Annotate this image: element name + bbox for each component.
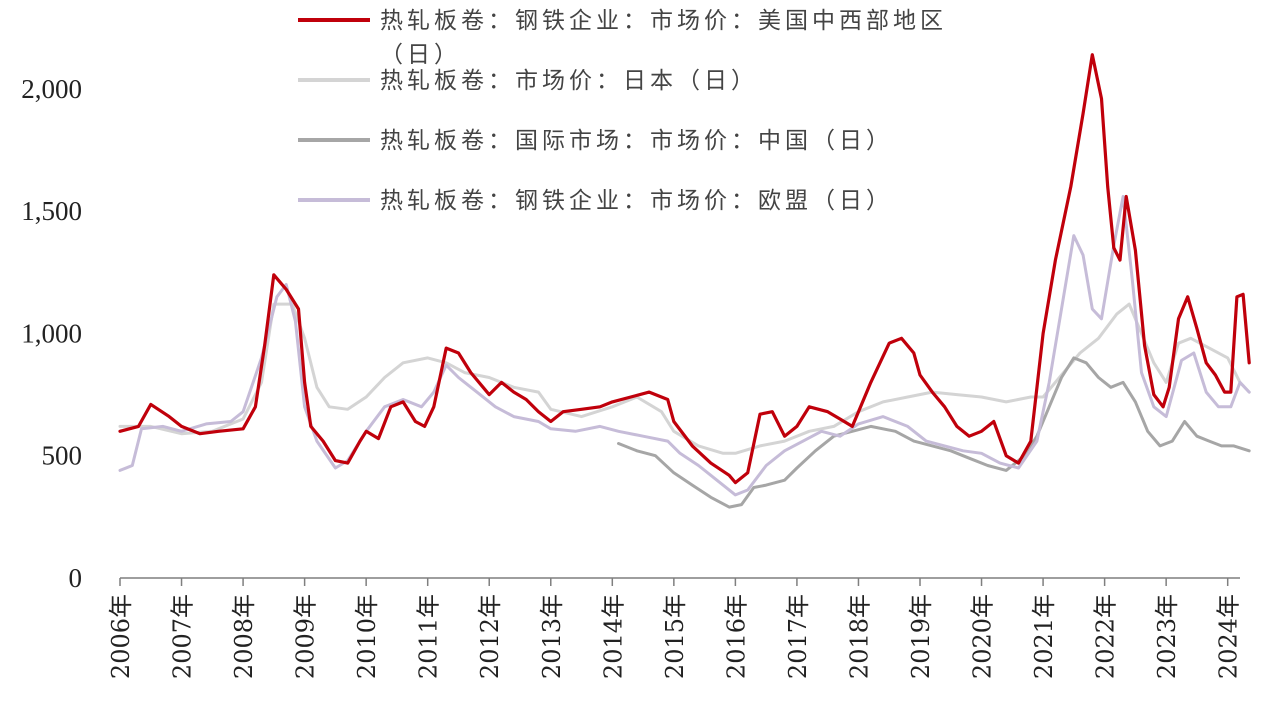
x-tick-label-2010: 2010年 <box>353 594 381 679</box>
y-tick-label-0: 0 <box>69 563 83 593</box>
x-tick-label-2015: 2015年 <box>661 594 689 679</box>
series-line-2 <box>617 356 1251 509</box>
legend-label-3: 热轧板卷：钢铁企业：市场价：欧盟（日） <box>380 188 893 214</box>
series-line-1 <box>118 302 1251 455</box>
x-tick-label-2008: 2008年 <box>230 594 258 679</box>
x-tick-label-2023: 2023年 <box>1153 594 1181 679</box>
x-tick-label-2007: 2007年 <box>169 594 197 679</box>
y-tick-label-2000: 2,000 <box>21 74 82 104</box>
x-tick-label-2022: 2022年 <box>1092 594 1120 679</box>
series-line-0 <box>118 53 1251 485</box>
x-axis-ticks: 2006年 2007年 2008年 2009年 2010年 2011年 2012年 2013年… <box>107 578 1243 679</box>
y-tick-label-1500: 1,500 <box>21 196 82 226</box>
x-tick-label-2011: 2011年 <box>415 594 443 679</box>
series-layer <box>118 53 1251 509</box>
x-tick-label-2013: 2013年 <box>538 594 566 679</box>
x-tick-label-2019: 2019年 <box>907 594 935 679</box>
legend: 热轧板卷：钢铁企业：市场价：美国中西部地区（日）热轧板卷：市场价：日本（日） 热轧… <box>298 8 947 214</box>
x-tick-label-2017: 2017年 <box>784 594 812 679</box>
x-tick-label-2020: 2020年 <box>969 594 997 679</box>
x-tick-label-2014: 2014年 <box>599 594 627 679</box>
x-tick-label-2016: 2016年 <box>722 594 750 679</box>
y-tick-label-500: 500 <box>42 441 83 471</box>
y-axis-tick-labels: 0 500 1,000 1,500 2,000 <box>21 74 82 593</box>
x-tick-label-2018: 2018年 <box>845 594 873 679</box>
x-tick-label-2012: 2012年 <box>476 594 504 679</box>
x-tick-label-2021: 2021年 <box>1030 594 1058 679</box>
legend-label-0: 热轧板卷：钢铁企业：市场价：美国中西部地区（日） <box>380 8 947 68</box>
y-tick-label-1000: 1,000 <box>21 318 82 348</box>
series-line-3 <box>118 195 1251 497</box>
legend-label-1: 热轧板卷：市场价：日本（日） <box>380 68 758 94</box>
x-tick-label-2006: 2006年 <box>107 594 135 679</box>
x-tick-label-2024: 2024年 <box>1215 594 1243 679</box>
x-tick-label-2009: 2009年 <box>292 594 320 679</box>
legend-label-2: 热轧板卷：国际市场：市场价：中国（日） <box>380 128 893 154</box>
